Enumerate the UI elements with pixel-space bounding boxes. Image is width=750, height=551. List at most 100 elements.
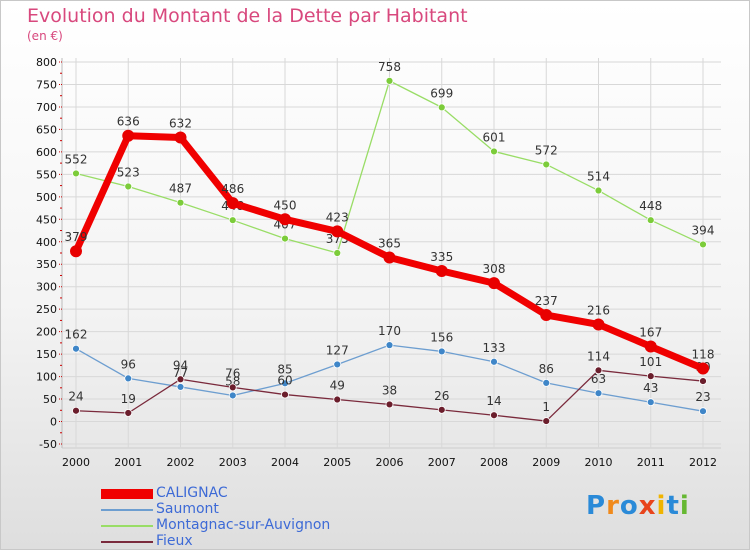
y-tick-label: 350 (36, 258, 57, 271)
legend-swatch (101, 525, 153, 527)
data-point (385, 341, 394, 350)
data-label: 450 (274, 198, 297, 212)
data-label: 77 (173, 366, 188, 380)
y-tick-label: 800 (36, 56, 57, 69)
x-tick-label: 2012 (689, 456, 717, 469)
y-tick-label: 750 (36, 78, 57, 91)
data-point (279, 213, 291, 226)
data-point (437, 103, 446, 112)
data-label: 38 (382, 383, 397, 397)
data-point (72, 169, 80, 178)
data-label: 601 (483, 130, 506, 144)
data-point (699, 377, 707, 385)
data-point (124, 409, 133, 417)
data-point (385, 400, 394, 409)
data-label: 335 (430, 250, 453, 264)
data-point (176, 383, 185, 391)
data-point (70, 245, 82, 258)
data-point (699, 407, 707, 416)
data-label: 14 (486, 394, 501, 408)
data-label: 24 (68, 390, 83, 404)
data-point (124, 374, 133, 383)
y-tick-label: 500 (36, 191, 57, 204)
data-point (333, 249, 342, 257)
data-point (490, 411, 498, 420)
data-label: 365 (378, 236, 401, 250)
data-point (176, 375, 185, 384)
data-label: 58 (225, 374, 240, 388)
data-point (124, 182, 133, 191)
data-point (646, 372, 655, 381)
data-point (542, 160, 551, 169)
data-label: 514 (587, 170, 610, 184)
data-label: 758 (378, 60, 401, 74)
data-point (122, 129, 135, 142)
logo-letter: o (619, 491, 639, 521)
data-point (226, 197, 239, 210)
y-tick-label: 150 (36, 348, 57, 361)
data-label: 1 (542, 400, 550, 414)
data-point (72, 406, 80, 415)
data-label: 156 (430, 330, 453, 344)
data-label: 523 (117, 165, 140, 179)
data-point (435, 264, 448, 277)
y-tick-label: 650 (36, 123, 57, 136)
data-point (594, 366, 603, 375)
logo-letter: t (666, 491, 680, 521)
data-point (437, 347, 446, 356)
data-label: 63 (591, 372, 606, 386)
legend-swatch (101, 489, 153, 499)
legend-swatch (101, 541, 153, 543)
legend-label: CALIGNAC (156, 485, 228, 501)
data-label: 94 (173, 358, 188, 372)
logo-letter: P (586, 491, 607, 521)
data-label: 43 (643, 381, 658, 395)
data-point (331, 225, 344, 238)
logo-letter: x (638, 491, 657, 521)
data-label: 448 (639, 199, 662, 213)
x-tick-label: 2007 (428, 456, 456, 469)
data-label: 167 (639, 325, 662, 339)
legend-label: Fieux (156, 533, 193, 549)
data-label: 423 (326, 210, 349, 224)
data-label: 49 (330, 379, 345, 393)
x-tick-label: 2006 (376, 456, 404, 469)
x-tick-label: 2005 (323, 456, 351, 469)
y-tick-label: 550 (36, 168, 57, 181)
data-point (592, 318, 605, 331)
data-label: 237 (535, 294, 558, 308)
data-point (540, 309, 553, 322)
x-tick-label: 2009 (532, 456, 560, 469)
data-point (72, 344, 80, 353)
data-label: 487 (169, 182, 192, 196)
x-tick-label: 2004 (271, 456, 299, 469)
data-point (644, 340, 657, 353)
y-tick-label: 200 (36, 326, 57, 339)
data-point (488, 277, 500, 290)
y-tick-label: 400 (36, 236, 57, 249)
data-label: 19 (121, 392, 136, 406)
data-label: 308 (483, 262, 506, 276)
data-point (383, 251, 396, 264)
data-label: 133 (483, 341, 506, 355)
data-point (281, 234, 289, 243)
data-label: 552 (65, 152, 88, 166)
x-tick-label: 2011 (637, 456, 665, 469)
data-label: 699 (430, 86, 453, 100)
data-point (174, 131, 187, 144)
proxiti-logo: Proxiti (586, 491, 690, 521)
data-label: 170 (378, 324, 401, 338)
y-tick-label: -50 (39, 438, 57, 451)
y-tick-label: 100 (36, 371, 57, 384)
data-point (176, 198, 185, 207)
chart-unit: (en €) (27, 29, 63, 43)
data-point (594, 389, 603, 398)
y-tick-label: 0 (50, 416, 57, 429)
data-label: 26 (434, 389, 449, 403)
data-point (228, 391, 237, 400)
data-label: 96 (121, 357, 136, 371)
data-label: 162 (65, 328, 88, 342)
data-label: 216 (587, 303, 610, 317)
data-label: 632 (169, 117, 192, 131)
